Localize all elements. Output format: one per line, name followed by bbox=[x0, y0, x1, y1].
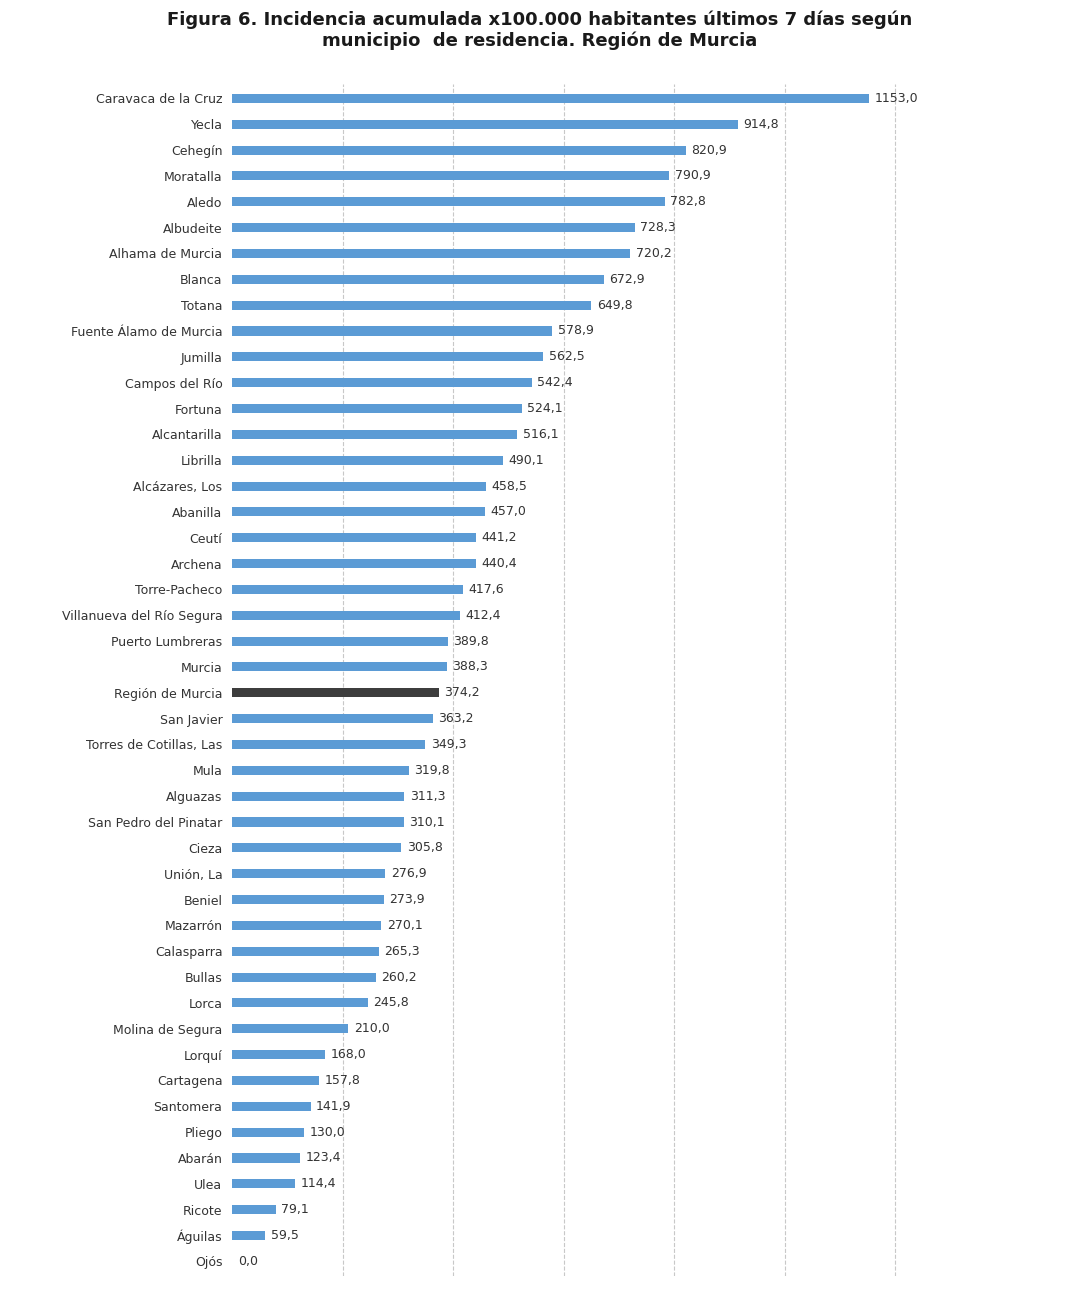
Bar bbox=[232, 895, 383, 904]
Bar bbox=[232, 300, 592, 310]
Text: 388,3: 388,3 bbox=[453, 660, 488, 673]
Text: 276,9: 276,9 bbox=[391, 868, 427, 881]
Text: 728,3: 728,3 bbox=[640, 221, 676, 234]
Text: 245,8: 245,8 bbox=[374, 996, 409, 1009]
Text: 457,0: 457,0 bbox=[490, 505, 526, 518]
Bar bbox=[232, 508, 485, 517]
Bar bbox=[232, 1232, 265, 1241]
Text: 458,5: 458,5 bbox=[491, 479, 527, 492]
Text: 260,2: 260,2 bbox=[381, 970, 417, 984]
Bar bbox=[232, 921, 381, 930]
Bar bbox=[232, 1102, 311, 1111]
Text: 440,4: 440,4 bbox=[481, 557, 516, 570]
Bar bbox=[232, 739, 426, 749]
Text: 349,3: 349,3 bbox=[431, 738, 467, 751]
Bar bbox=[232, 791, 404, 800]
Bar bbox=[232, 1154, 300, 1163]
Text: 672,9: 672,9 bbox=[609, 273, 645, 286]
Text: 319,8: 319,8 bbox=[415, 764, 450, 777]
Bar bbox=[232, 378, 532, 387]
Bar bbox=[232, 869, 386, 878]
Bar bbox=[232, 534, 476, 543]
Bar bbox=[232, 637, 447, 646]
Bar bbox=[232, 559, 475, 569]
Text: 273,9: 273,9 bbox=[389, 894, 424, 906]
Text: 114,4: 114,4 bbox=[301, 1177, 337, 1190]
Text: 820,9: 820,9 bbox=[691, 144, 727, 157]
Text: 363,2: 363,2 bbox=[438, 712, 474, 725]
Text: 210,0: 210,0 bbox=[354, 1022, 390, 1035]
Bar bbox=[232, 714, 433, 723]
Text: 311,3: 311,3 bbox=[409, 790, 445, 803]
Text: 141,9: 141,9 bbox=[316, 1099, 352, 1112]
Text: 417,6: 417,6 bbox=[469, 583, 504, 596]
Text: 524,1: 524,1 bbox=[527, 401, 563, 414]
Text: 542,4: 542,4 bbox=[538, 376, 573, 390]
Text: 490,1: 490,1 bbox=[509, 453, 544, 466]
Text: 649,8: 649,8 bbox=[597, 299, 633, 312]
Text: 1153,0: 1153,0 bbox=[875, 92, 919, 105]
Text: 130,0: 130,0 bbox=[310, 1125, 346, 1138]
Bar bbox=[232, 1024, 348, 1033]
Bar bbox=[232, 223, 635, 232]
Text: 270,1: 270,1 bbox=[387, 919, 422, 932]
Bar bbox=[232, 197, 665, 206]
Text: 441,2: 441,2 bbox=[482, 531, 517, 544]
Bar bbox=[232, 482, 486, 491]
Text: 914,8: 914,8 bbox=[743, 118, 779, 131]
Bar bbox=[232, 145, 686, 154]
Bar bbox=[232, 326, 552, 335]
Text: 0,0: 0,0 bbox=[238, 1255, 258, 1268]
Text: Figura 6. Incidencia acumulada x100.000 habitantes últimos 7 días según
municipi: Figura 6. Incidencia acumulada x100.000 … bbox=[167, 10, 913, 51]
Text: 265,3: 265,3 bbox=[384, 945, 420, 958]
Text: 412,4: 412,4 bbox=[465, 609, 501, 622]
Bar bbox=[232, 171, 670, 180]
Bar bbox=[232, 973, 376, 982]
Bar bbox=[232, 93, 869, 102]
Text: 374,2: 374,2 bbox=[445, 686, 481, 699]
Bar bbox=[232, 1180, 296, 1189]
Bar bbox=[232, 275, 604, 284]
Bar bbox=[232, 611, 460, 620]
Bar bbox=[232, 352, 543, 361]
Text: 157,8: 157,8 bbox=[325, 1074, 361, 1087]
Bar bbox=[232, 843, 401, 852]
Bar bbox=[232, 817, 404, 826]
Bar bbox=[232, 1128, 305, 1137]
Bar bbox=[232, 585, 463, 594]
Bar bbox=[232, 765, 409, 774]
Text: 168,0: 168,0 bbox=[330, 1048, 366, 1061]
Text: 720,2: 720,2 bbox=[636, 247, 672, 260]
Bar bbox=[232, 1206, 275, 1215]
Bar bbox=[232, 998, 368, 1008]
Bar bbox=[232, 1050, 325, 1059]
Bar bbox=[232, 688, 438, 697]
Text: 305,8: 305,8 bbox=[407, 842, 443, 855]
Text: 79,1: 79,1 bbox=[282, 1203, 309, 1216]
Text: 578,9: 578,9 bbox=[557, 325, 594, 338]
Text: 790,9: 790,9 bbox=[675, 170, 711, 183]
Text: 310,1: 310,1 bbox=[409, 816, 445, 829]
Bar bbox=[232, 1076, 320, 1085]
Bar bbox=[232, 947, 379, 956]
Bar bbox=[232, 430, 517, 439]
Bar bbox=[232, 404, 522, 413]
Bar bbox=[232, 663, 447, 672]
Bar bbox=[232, 456, 503, 465]
Text: 516,1: 516,1 bbox=[523, 427, 558, 440]
Text: 59,5: 59,5 bbox=[271, 1229, 298, 1242]
Text: 389,8: 389,8 bbox=[454, 635, 489, 648]
Text: 562,5: 562,5 bbox=[549, 351, 584, 364]
Text: 782,8: 782,8 bbox=[671, 196, 706, 208]
Bar bbox=[232, 119, 738, 128]
Text: 123,4: 123,4 bbox=[306, 1151, 341, 1164]
Bar bbox=[232, 249, 631, 258]
